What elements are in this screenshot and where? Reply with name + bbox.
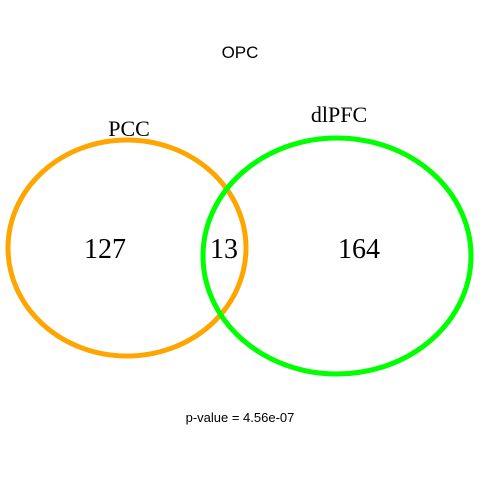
pcc-set-label: PCC: [108, 116, 150, 141]
p-value-note: p-value = 4.56e-07: [186, 410, 295, 425]
diagram-title: OPC: [222, 43, 259, 62]
dlpfc-only-count: 164: [338, 234, 380, 265]
overlap-count: 13: [210, 234, 238, 265]
pcc-only-count: 127: [84, 234, 126, 265]
dlpfc-set-label: dlPFC: [311, 102, 367, 127]
dlpfc-set-circle: [200, 135, 474, 377]
pcc-set-circle: [5, 137, 249, 359]
